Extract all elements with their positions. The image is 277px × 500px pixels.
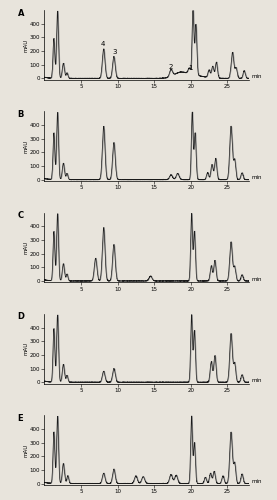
Text: 4: 4: [101, 41, 105, 47]
Y-axis label: mAU: mAU: [23, 140, 28, 153]
Text: min: min: [252, 74, 262, 79]
Text: min: min: [252, 480, 262, 484]
Y-axis label: mAU: mAU: [23, 241, 28, 254]
Text: 3: 3: [112, 48, 117, 54]
Y-axis label: mAU: mAU: [23, 444, 28, 456]
Text: 1: 1: [188, 66, 192, 71]
Y-axis label: mAU: mAU: [23, 38, 28, 52]
Text: E: E: [18, 414, 23, 423]
Text: min: min: [252, 276, 262, 281]
Text: min: min: [252, 378, 262, 383]
Text: min: min: [252, 176, 262, 180]
Y-axis label: mAU: mAU: [23, 342, 28, 355]
Text: D: D: [18, 312, 25, 322]
Text: B: B: [18, 110, 24, 119]
Text: 2: 2: [169, 64, 173, 70]
Text: A: A: [18, 8, 24, 18]
Text: C: C: [18, 211, 24, 220]
